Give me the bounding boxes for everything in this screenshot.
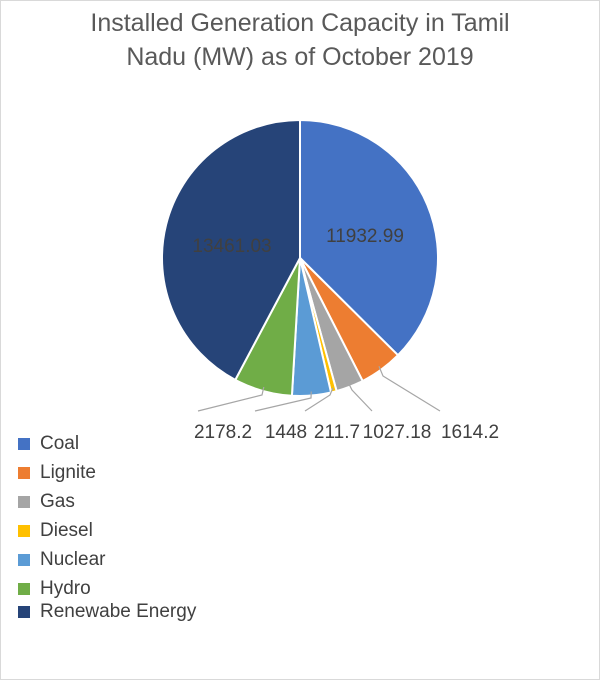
legend-label-hydro: Hydro	[40, 578, 91, 599]
legend-swatch-diesel	[18, 525, 30, 537]
legend-swatch-renewabe-energy	[18, 606, 30, 618]
legend-item-lignite: Lignite	[18, 461, 96, 485]
legend-item-hydro: Hydro	[18, 577, 91, 601]
legend-swatch-nuclear	[18, 554, 30, 566]
leader-line-hydro	[197, 386, 265, 412]
leader-line-diesel	[304, 387, 334, 412]
data-label-gas: 1027.18	[363, 422, 432, 443]
legend-item-coal: Coal	[18, 432, 79, 456]
legend-item-renewabe-energy: Renewabe Energy	[18, 600, 196, 624]
legend-swatch-gas	[18, 496, 30, 508]
pie-slice-renewabe-energy	[161, 118, 301, 382]
leader-line-nuclear	[254, 391, 312, 412]
chart-title: Installed Generation Capacity in Tamil N…	[40, 6, 560, 74]
legend-swatch-coal	[18, 438, 30, 450]
data-label-renewabe-energy: 13461.03	[192, 236, 271, 257]
legend-label-diesel: Diesel	[40, 520, 93, 541]
legend-swatch-hydro	[18, 583, 30, 595]
data-label-diesel: 211.7	[314, 422, 360, 443]
chart-title-line-2: Nadu (MW) as of October 2019	[126, 43, 474, 71]
pie-slice-coal	[299, 118, 439, 357]
legend-label-coal: Coal	[40, 433, 80, 454]
legend-label-renewabe-energy: Renewabe Energy	[40, 601, 197, 622]
legend-label-gas: Gas	[40, 491, 75, 512]
legend-label-lignite: Lignite	[40, 462, 96, 483]
leader-line-gas	[347, 382, 373, 412]
legend-item-diesel: Diesel	[18, 519, 93, 543]
data-label-lignite: 1614.2	[441, 422, 499, 443]
legend-swatch-lignite	[18, 467, 30, 479]
legend-label-nuclear: Nuclear	[40, 549, 106, 570]
leader-line-lignite	[378, 366, 441, 412]
data-label-nuclear: 1448	[265, 422, 307, 443]
data-label-hydro: 2178.2	[194, 422, 252, 443]
legend-item-nuclear: Nuclear	[18, 548, 105, 572]
legend-item-gas: Gas	[18, 490, 75, 514]
chart-title-line-1: Installed Generation Capacity in Tamil	[90, 9, 510, 37]
data-label-coal: 11932.99	[326, 226, 404, 247]
